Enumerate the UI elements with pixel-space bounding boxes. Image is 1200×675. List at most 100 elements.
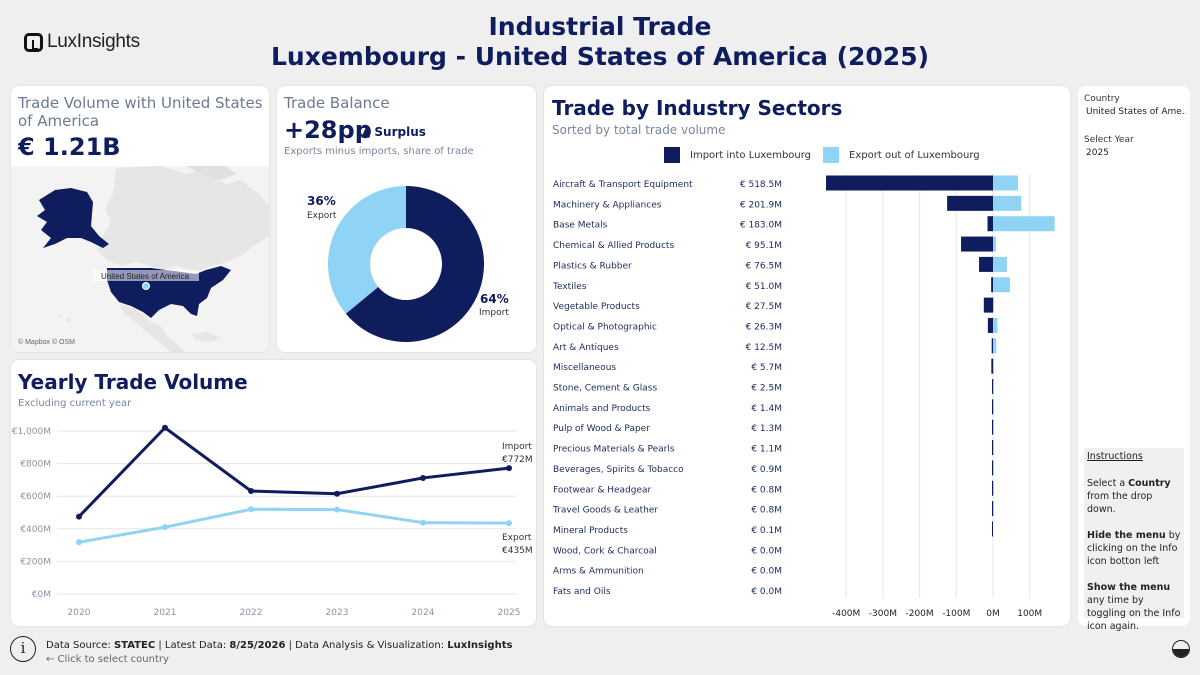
data-point-import[interactable]	[76, 513, 82, 520]
export-bar[interactable]	[993, 338, 997, 354]
import-bar[interactable]	[947, 195, 993, 211]
donut-slice-export[interactable]	[328, 186, 406, 314]
series-line-import[interactable]	[77, 425, 510, 518]
export-bar[interactable]	[993, 175, 1018, 191]
export-bar[interactable]	[993, 216, 1055, 232]
sector-name: Mineral Products	[553, 526, 628, 536]
sector-name: Pulp of Wood & Paper	[553, 424, 650, 434]
map-country-marker[interactable]	[142, 282, 150, 290]
sector-row[interactable]: Chemical & Allied Products € 95.1M	[553, 236, 996, 252]
sector-name: Travel Goods & Leather	[552, 506, 658, 516]
export-bar[interactable]	[993, 256, 1007, 272]
data-point-import[interactable]	[420, 474, 426, 481]
data-point-import[interactable]	[334, 490, 340, 497]
sector-total: € 26.3M	[746, 322, 782, 332]
donut-slice-import[interactable]	[345, 186, 484, 342]
export-bar[interactable]	[993, 460, 994, 476]
export-bar[interactable]	[993, 440, 994, 456]
export-bar[interactable]	[993, 277, 1010, 293]
sector-row[interactable]: Footwear & Headgear € 0.8M	[553, 480, 994, 496]
sector-row[interactable]: Wood, Cork & Charcoal € 0.0M	[553, 546, 782, 556]
import-bar[interactable]	[991, 338, 993, 354]
sector-row[interactable]: Arms & Ammunition € 0.0M	[553, 567, 782, 577]
sector-row[interactable]: Miscellaneous € 5.7M	[553, 358, 994, 374]
export-bar[interactable]	[993, 297, 994, 313]
sector-row[interactable]: Pulp of Wood & Paper € 1.3M	[553, 419, 994, 435]
export-bar[interactable]	[993, 419, 994, 435]
sector-name: Precious Materials & Pearls	[553, 445, 675, 455]
import-bar[interactable]	[979, 256, 993, 272]
data-point-export[interactable]	[506, 520, 512, 527]
sector-row[interactable]: Plastics & Rubber € 76.5M	[553, 256, 1007, 272]
export-bar[interactable]	[993, 480, 994, 496]
import-bar[interactable]	[992, 399, 993, 415]
import-bar[interactable]	[992, 440, 993, 456]
export-bar[interactable]	[993, 236, 996, 252]
import-bar[interactable]	[992, 480, 993, 496]
sector-row[interactable]: Textiles € 51.0M	[552, 277, 1010, 293]
import-bar[interactable]	[991, 277, 993, 293]
x-tick-label: 2025	[498, 608, 521, 618]
export-bar[interactable]	[993, 317, 998, 333]
alaska-shape[interactable]	[37, 188, 109, 248]
sector-total: € 201.9M	[740, 200, 782, 210]
sector-name: Vegetable Products	[553, 302, 640, 312]
data-point-export[interactable]	[76, 539, 82, 546]
sector-row[interactable]: Optical & Photographic € 26.3M	[553, 317, 998, 333]
sector-row[interactable]: Precious Materials & Pearls € 1.1M	[553, 440, 994, 456]
series-line-export[interactable]	[78, 507, 510, 544]
data-point-import[interactable]	[162, 424, 168, 431]
export-bar[interactable]	[993, 399, 994, 415]
x-tick-label: 2021	[154, 608, 177, 618]
world-map[interactable]: United States of America	[11, 166, 269, 352]
instructions-title: Instructions	[1087, 451, 1143, 462]
import-bar[interactable]	[992, 521, 993, 537]
sector-row[interactable]: Travel Goods & Leather € 0.8M	[552, 501, 994, 517]
sector-row[interactable]: Animals and Products € 1.4M	[553, 399, 994, 415]
sector-total: € 1.1M	[751, 445, 782, 455]
export-bar[interactable]	[993, 195, 1022, 211]
sector-row[interactable]: Machinery & Appliances € 201.9M	[553, 195, 1022, 211]
y-tick-label: €600M	[20, 492, 51, 502]
sector-name: Arms & Ammunition	[553, 567, 644, 577]
sector-total: € 0.0M	[751, 546, 782, 556]
data-point-export[interactable]	[334, 506, 340, 513]
sector-row[interactable]: Vegetable Products € 27.5M	[553, 297, 994, 313]
sector-row[interactable]: Mineral Products € 0.1M	[553, 521, 993, 537]
import-bar[interactable]	[987, 317, 993, 333]
import-bar[interactable]	[992, 379, 993, 394]
import-bar[interactable]	[987, 216, 993, 232]
trade-balance-value: +28pp	[284, 116, 372, 144]
data-point-import[interactable]	[506, 465, 512, 472]
sector-name: Base Metals	[553, 221, 608, 231]
export-bar[interactable]	[993, 379, 994, 394]
year-select[interactable]: 2025	[1086, 148, 1109, 158]
info-icon[interactable]: i	[10, 636, 36, 662]
country-select[interactable]: United States of Ame..	[1086, 107, 1186, 117]
sector-row[interactable]: Beverages, Spirits & Tobacco € 0.9M	[553, 460, 994, 476]
import-bar[interactable]	[826, 175, 993, 191]
sector-row[interactable]: Fats and Oils € 0.0M	[553, 587, 782, 597]
data-point-export[interactable]	[420, 519, 426, 526]
import-bar[interactable]	[961, 236, 993, 252]
y-tick-label: €1,000M	[12, 427, 51, 437]
theme-toggle-icon[interactable]	[1172, 640, 1190, 658]
export-bar[interactable]	[993, 501, 994, 517]
sectors-title: Trade by Industry Sectors	[552, 96, 843, 120]
export-bar[interactable]	[993, 358, 994, 374]
data-point-export[interactable]	[162, 524, 168, 531]
data-point-export[interactable]	[248, 506, 254, 513]
import-bar[interactable]	[991, 358, 993, 374]
sector-total: € 12.5M	[746, 343, 782, 353]
sector-row[interactable]: Stone, Cement & Glass € 2.5M	[553, 379, 994, 394]
y-tick-label: €800M	[20, 460, 51, 470]
sector-row[interactable]: Art & Antiques € 12.5M	[553, 338, 997, 354]
import-bar[interactable]	[992, 419, 993, 435]
logo-icon	[24, 32, 43, 52]
data-point-import[interactable]	[248, 487, 254, 494]
sector-row[interactable]: Base Metals € 183.0M	[553, 216, 1055, 232]
import-bar[interactable]	[992, 460, 993, 476]
import-bar[interactable]	[992, 501, 993, 517]
sector-row[interactable]: Aircraft & Transport Equipment € 518.5M	[553, 175, 1018, 191]
import-bar[interactable]	[983, 297, 993, 313]
